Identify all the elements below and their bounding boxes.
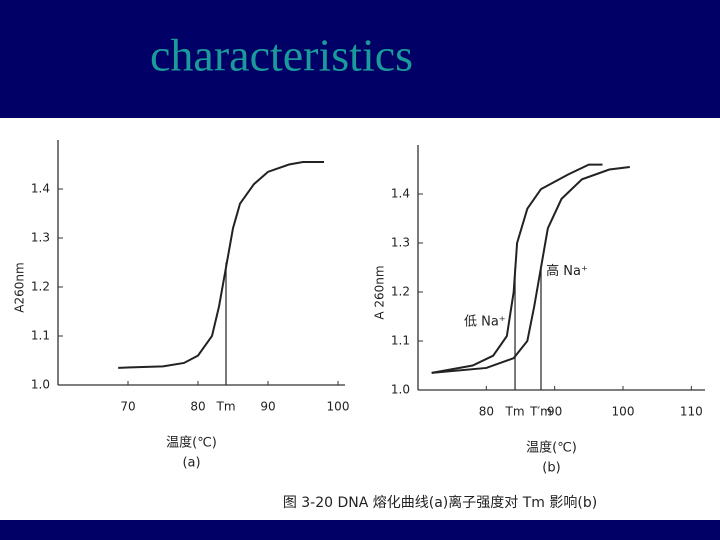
- subtitle: (b): [542, 461, 560, 476]
- y-tick-label: 1.3: [391, 236, 410, 250]
- x-tick-label: Tm: [505, 405, 525, 419]
- x-tick-label: Tm: [215, 400, 235, 414]
- y-tick-label: 1.1: [391, 334, 410, 348]
- x-tick-label: 90: [547, 405, 562, 419]
- y-tick-label: 1.2: [391, 285, 410, 299]
- y-axis-label: A 260nm: [373, 265, 387, 319]
- y-tick-label: 1.1: [31, 329, 50, 343]
- header-band: [0, 0, 720, 118]
- y-tick-label: 1.0: [391, 383, 410, 397]
- subtitle: (a): [182, 456, 200, 471]
- x-tick-label: 80: [479, 405, 494, 419]
- data-line: [118, 161, 324, 369]
- data-line: [431, 163, 603, 374]
- series-label: 高 Na⁺: [546, 263, 588, 279]
- series-label: 低 Na⁺: [464, 315, 506, 330]
- y-tick-label: 1.4: [31, 182, 50, 196]
- x-tick-label: 100: [612, 405, 635, 419]
- x-tick-label: 110: [680, 405, 703, 419]
- footer-band: [0, 520, 720, 540]
- x-tick-label: 70: [120, 400, 135, 414]
- x-tick-label: 90: [260, 400, 275, 414]
- x-tick-label: T′m: [529, 405, 552, 419]
- y-tick-label: 1.3: [31, 231, 50, 245]
- x-axis-label: 温度(℃): [526, 440, 577, 456]
- y-tick-label: 1.4: [391, 187, 410, 201]
- x-axis-label: 温度(℃): [166, 435, 217, 451]
- y-tick-label: 1.2: [31, 280, 50, 294]
- x-tick-label: 80: [190, 400, 205, 414]
- y-tick-label: 1.0: [31, 378, 50, 392]
- data-line: [431, 166, 630, 374]
- slide-title: characteristics: [150, 30, 413, 81]
- y-axis-label: A260nm: [13, 262, 27, 312]
- x-tick-label: 100: [327, 400, 350, 414]
- caption: 图 3-20 DNA 熔化曲线(a)离子强度对 Tm 影响(b): [283, 494, 597, 511]
